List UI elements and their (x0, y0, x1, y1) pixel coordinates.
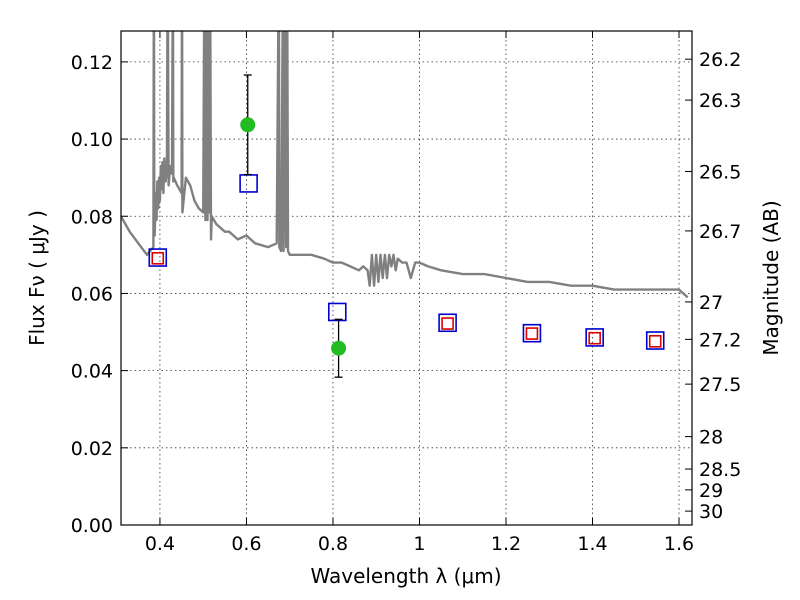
right-tick-label: 28 (699, 427, 723, 449)
blue-square-marker (585, 328, 604, 347)
right-tick-label: 28.5 (699, 459, 741, 481)
right-tick-label: 27.2 (699, 329, 741, 351)
x-tick-label: 0.4 (145, 533, 175, 555)
y-tick-label: 0.04 (71, 361, 113, 383)
data-layer (121, 31, 689, 378)
x-tick-label: 0.6 (231, 533, 261, 555)
y-tick-label: 0.00 (71, 515, 113, 537)
right-tick-label: 26.5 (699, 161, 741, 183)
y-tick-label: 0.12 (71, 52, 113, 74)
red-square-marker (648, 334, 662, 348)
observed-flux-point (331, 340, 347, 356)
y-tick-label: 0.06 (71, 283, 113, 305)
right-tick-label: 27 (699, 292, 723, 314)
right-tick-label: 29 (699, 480, 723, 502)
red-square-marker (441, 317, 454, 330)
right-tick-label: 26.2 (699, 49, 741, 71)
blue-square-marker (438, 313, 457, 333)
blue-square-marker (645, 331, 665, 350)
y-tick-label: 0.02 (71, 438, 113, 460)
blue-square-marker (522, 323, 542, 343)
right-tick-label: 27.5 (699, 374, 741, 396)
blue-square-marker (327, 302, 347, 322)
x-tick-label: 1.2 (491, 533, 521, 555)
x-tick-label: 1 (413, 533, 425, 555)
x-tick-label: 1.6 (664, 533, 694, 555)
plot-background (121, 31, 692, 525)
red-square-marker (525, 327, 539, 340)
y-tick-label: 0.10 (71, 129, 113, 151)
blue-square-marker (148, 248, 168, 267)
x-axis-label: Wavelength λ (μm) (310, 564, 501, 588)
right-tick-label: 30 (699, 501, 723, 523)
y-tick-label: 0.08 (71, 206, 113, 228)
x-tick-label: 1.4 (577, 533, 607, 555)
y-axis-label: Flux Fν ( μJy ) (25, 210, 49, 346)
red-square-marker (151, 252, 165, 265)
axis-ticks (121, 31, 692, 526)
red-square-marker (588, 331, 601, 345)
right-axis-label: Magnitude (AB) (759, 200, 783, 355)
x-tick-label: 0.8 (318, 533, 348, 555)
right-tick-label: 26.3 (699, 90, 741, 112)
observed-flux-point (240, 117, 256, 133)
model-spectrum-line (121, 31, 689, 299)
plot-frame (120, 30, 693, 526)
right-tick-label: 26.7 (699, 221, 741, 243)
